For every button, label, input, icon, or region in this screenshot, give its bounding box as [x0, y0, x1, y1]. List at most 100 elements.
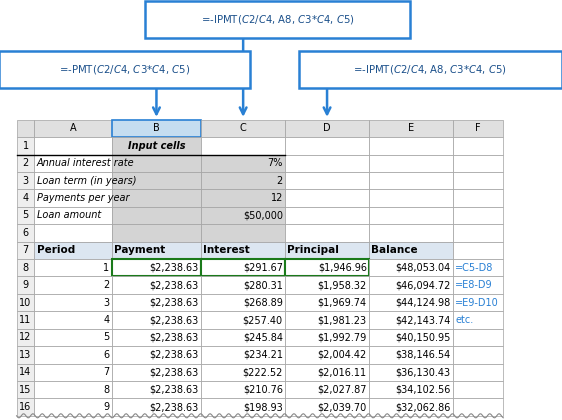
Text: 7: 7 — [103, 367, 110, 377]
Text: $222.52: $222.52 — [242, 367, 283, 377]
Bar — [17, 155, 34, 172]
Text: E: E — [408, 123, 414, 134]
Text: =E9-D10: =E9-D10 — [455, 298, 499, 307]
FancyBboxPatch shape — [145, 1, 410, 38]
Bar — [453, 172, 503, 189]
Text: 6: 6 — [103, 350, 110, 360]
Text: 13: 13 — [20, 350, 31, 360]
Text: 15: 15 — [19, 385, 31, 395]
Bar — [112, 155, 201, 172]
Text: $2,238.63: $2,238.63 — [149, 298, 199, 307]
Bar — [34, 346, 112, 364]
Text: $38,146.54: $38,146.54 — [396, 350, 451, 360]
Text: $50,000: $50,000 — [243, 210, 283, 220]
Bar — [17, 137, 34, 155]
Bar — [17, 381, 34, 399]
Text: $2,039.70: $2,039.70 — [318, 402, 367, 412]
Text: 7%: 7% — [268, 158, 283, 168]
Text: 2: 2 — [22, 158, 29, 168]
Bar — [285, 224, 369, 241]
Text: $2,016.11: $2,016.11 — [318, 367, 367, 377]
Bar — [17, 311, 34, 329]
Bar — [369, 120, 453, 137]
Text: 6: 6 — [22, 228, 29, 238]
Text: $1,946.96: $1,946.96 — [318, 263, 367, 273]
Bar — [453, 224, 503, 241]
Text: C: C — [240, 123, 247, 134]
Bar — [112, 294, 201, 311]
Text: $48,053.04: $48,053.04 — [396, 263, 451, 273]
Text: =-PMT($C$2/$C$4, $C$3*$C$4, $C$5): =-PMT($C$2/$C$4, $C$3*$C$4, $C$5) — [59, 63, 190, 76]
Bar — [369, 294, 453, 311]
Bar — [369, 259, 453, 276]
Text: $291.67: $291.67 — [243, 263, 283, 273]
Text: 4: 4 — [103, 315, 110, 325]
Bar — [285, 172, 369, 189]
Text: $1,981.23: $1,981.23 — [318, 315, 367, 325]
Bar — [369, 329, 453, 346]
Text: Loan term (in years): Loan term (in years) — [37, 176, 136, 186]
Bar — [112, 329, 201, 346]
Text: 3: 3 — [22, 176, 29, 186]
Text: $2,004.42: $2,004.42 — [318, 350, 367, 360]
Text: Annual interest rate: Annual interest rate — [37, 158, 134, 168]
Bar — [285, 120, 369, 137]
Text: $44,124.98: $44,124.98 — [396, 298, 451, 307]
Bar — [17, 241, 34, 259]
Text: $268.89: $268.89 — [243, 298, 283, 307]
Bar — [17, 259, 34, 276]
Bar — [34, 241, 112, 259]
Bar — [285, 189, 369, 207]
Bar — [34, 294, 112, 311]
Bar — [285, 381, 369, 399]
Text: 10: 10 — [20, 298, 31, 307]
Bar — [34, 120, 112, 137]
Text: $2,238.63: $2,238.63 — [149, 402, 199, 412]
Bar — [34, 329, 112, 346]
Bar — [453, 241, 503, 259]
Bar — [201, 189, 285, 207]
Bar — [285, 207, 369, 224]
Text: $2,238.63: $2,238.63 — [149, 280, 199, 290]
Text: 12: 12 — [270, 193, 283, 203]
Bar — [201, 207, 285, 224]
Text: 1: 1 — [103, 263, 110, 273]
Text: $2,027.87: $2,027.87 — [318, 385, 367, 395]
Bar — [201, 399, 285, 416]
Text: 1: 1 — [22, 141, 29, 151]
Text: 2: 2 — [103, 280, 110, 290]
Bar — [285, 155, 369, 172]
Bar — [201, 137, 285, 155]
Text: $40,150.95: $40,150.95 — [395, 332, 451, 342]
Bar — [369, 224, 453, 241]
Text: 5: 5 — [103, 332, 110, 342]
Bar — [34, 381, 112, 399]
Bar — [17, 364, 34, 381]
Bar — [17, 207, 34, 224]
Bar — [369, 189, 453, 207]
Text: B: B — [153, 123, 160, 134]
Bar — [369, 399, 453, 416]
Bar — [17, 120, 34, 137]
Text: $2,238.63: $2,238.63 — [149, 367, 199, 377]
Bar — [34, 276, 112, 294]
Bar — [201, 120, 285, 137]
Text: 16: 16 — [20, 402, 31, 412]
Bar — [285, 294, 369, 311]
Bar — [453, 137, 503, 155]
Bar — [34, 155, 112, 172]
Bar — [453, 294, 503, 311]
Text: =C5-D8: =C5-D8 — [455, 263, 493, 273]
Bar — [17, 346, 34, 364]
Text: A: A — [70, 123, 76, 134]
Text: Input cells: Input cells — [128, 141, 185, 151]
Bar — [201, 155, 285, 172]
Bar — [285, 241, 369, 259]
Bar — [201, 172, 285, 189]
Bar — [34, 399, 112, 416]
Bar — [453, 120, 503, 137]
Bar — [34, 189, 112, 207]
Bar — [369, 172, 453, 189]
Bar — [453, 329, 503, 346]
Text: Period: Period — [37, 245, 75, 255]
